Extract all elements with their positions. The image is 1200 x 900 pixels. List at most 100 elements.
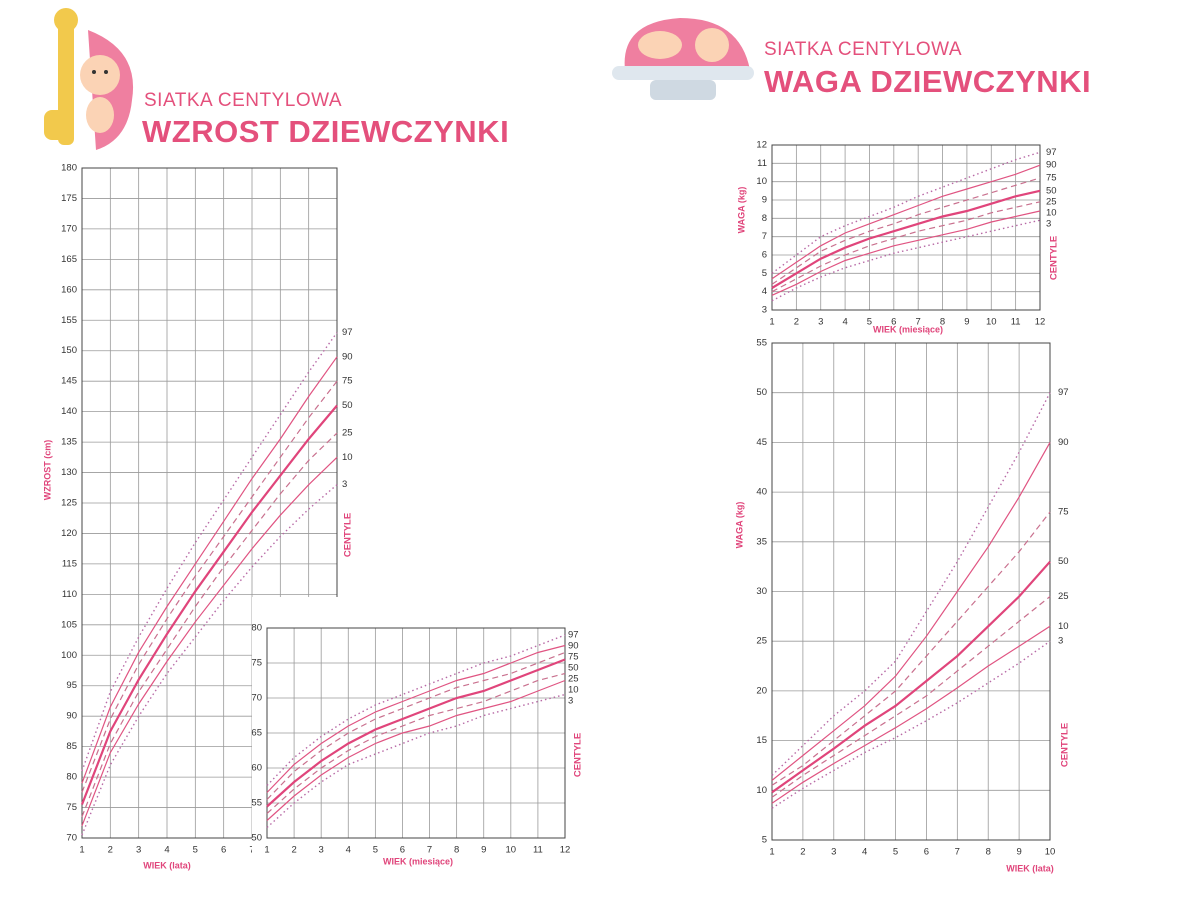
y-tick-label: 55 xyxy=(251,798,262,809)
scale-logo xyxy=(612,18,754,100)
plot-frame xyxy=(771,342,1051,841)
y-tick-label: 90 xyxy=(66,711,77,722)
y-tick-label: 135 xyxy=(61,437,77,448)
y-tick-label: 5 xyxy=(762,835,767,846)
x-tick-label: 5 xyxy=(373,845,378,856)
y-tick-label: 180 xyxy=(61,163,77,174)
centile-line xyxy=(771,210,1041,296)
y-tick-label: 80 xyxy=(66,772,77,783)
centile-line xyxy=(81,432,338,817)
legend-entry: 97 xyxy=(1058,387,1069,398)
x-axis-label: WIEK (miesiące) xyxy=(873,324,943,334)
legend-entry: 75 xyxy=(1046,173,1057,184)
legend-entry: 97 xyxy=(342,327,353,338)
x-tick-label: 6 xyxy=(400,845,405,856)
y-tick-label: 140 xyxy=(61,406,77,417)
x-tick-label: 4 xyxy=(346,845,351,856)
legend-entry: 3 xyxy=(568,696,573,707)
y-axis-label: WZROST (cm) xyxy=(42,440,52,501)
y-tick-label: 120 xyxy=(61,528,77,539)
legend-title: CENTYLE xyxy=(343,513,354,557)
y-tick-label: 15 xyxy=(756,735,767,746)
legend-entry: 10 xyxy=(1058,621,1069,632)
centile-line xyxy=(266,679,566,821)
x-tick-label: 2 xyxy=(794,317,799,328)
y-tick-label: 5 xyxy=(762,268,767,279)
plot-frame xyxy=(266,627,566,839)
y-tick-label: 9 xyxy=(762,195,767,206)
x-tick-label: 7 xyxy=(955,847,960,858)
y-tick-label: 115 xyxy=(62,558,77,569)
centile-line xyxy=(771,640,1051,809)
x-tick-label: 5 xyxy=(193,845,198,856)
x-tick-label: 6 xyxy=(891,317,896,328)
x-tick-label: 3 xyxy=(319,845,324,856)
y-tick-label: 70 xyxy=(66,833,77,844)
centile-line xyxy=(771,596,1051,798)
y-axis-label: WAGA (kg) xyxy=(734,502,744,549)
y-tick-label: 55 xyxy=(756,338,767,349)
y-tick-label: 10 xyxy=(756,785,767,796)
y-tick-label: 50 xyxy=(756,387,767,398)
x-tick-label: 10 xyxy=(986,317,997,328)
x-tick-label: 7 xyxy=(916,317,921,328)
y-tick-label: 11 xyxy=(757,158,767,169)
x-tick-label: 1 xyxy=(769,317,774,328)
legend-entry: 50 xyxy=(1046,185,1057,196)
y-axis-label: WAGA (kg) xyxy=(736,187,746,234)
legend-entry: 75 xyxy=(1058,506,1069,517)
y-tick-label: 170 xyxy=(61,223,77,234)
centile-line xyxy=(81,456,338,827)
centile-line xyxy=(771,442,1051,781)
x-axis-label: WIEK (lata) xyxy=(1006,863,1054,873)
y-tick-label: 105 xyxy=(61,619,77,630)
x-tick-label: 3 xyxy=(831,847,836,858)
y-tick-label: 12 xyxy=(756,140,767,151)
y-tick-label: 75 xyxy=(251,658,262,669)
plot-frame xyxy=(771,144,1041,311)
y-tick-label: 80 xyxy=(251,623,262,634)
giraffe-logo xyxy=(44,8,134,150)
x-tick-label: 10 xyxy=(1045,847,1056,858)
y-tick-label: 60 xyxy=(251,763,262,774)
centile-line xyxy=(771,177,1041,285)
legend-entry: 25 xyxy=(342,427,353,438)
y-tick-label: 85 xyxy=(66,741,77,752)
y-tick-label: 110 xyxy=(62,589,77,600)
y-tick-label: 145 xyxy=(61,376,77,387)
x-tick-label: 12 xyxy=(1035,317,1046,328)
inset-background xyxy=(252,597,600,875)
x-tick-label: 4 xyxy=(842,317,847,328)
x-tick-label: 3 xyxy=(136,845,141,856)
y-tick-label: 40 xyxy=(756,487,767,498)
legend-entry: 90 xyxy=(1058,437,1069,448)
y-tick-label: 75 xyxy=(66,802,77,813)
y-tick-label: 130 xyxy=(61,467,77,478)
x-tick-label: 9 xyxy=(964,317,969,328)
legend-entry: 10 xyxy=(342,452,353,463)
header-title: WZROST DZIEWCZYNKI xyxy=(142,114,509,149)
y-tick-label: 50 xyxy=(251,833,262,844)
legend-entry: 50 xyxy=(568,663,579,674)
y-tick-label: 6 xyxy=(762,250,767,261)
plot-frame xyxy=(81,167,338,839)
centile-line xyxy=(771,201,1041,293)
y-tick-label: 175 xyxy=(61,193,77,204)
x-tick-label: 5 xyxy=(893,847,898,858)
y-tick-label: 165 xyxy=(61,254,77,265)
legend-entry: 25 xyxy=(1046,196,1057,207)
y-tick-label: 65 xyxy=(251,728,262,739)
centile-line xyxy=(81,380,338,793)
legend-entry: 10 xyxy=(568,685,579,696)
legend-title: CENTYLE xyxy=(573,733,584,777)
y-tick-label: 70 xyxy=(251,693,262,704)
y-tick-label: 160 xyxy=(61,284,77,295)
x-tick-label: 5 xyxy=(867,317,872,328)
y-tick-label: 35 xyxy=(756,536,767,547)
y-tick-label: 150 xyxy=(61,345,77,356)
x-tick-label: 2 xyxy=(800,847,805,858)
centile-line xyxy=(771,151,1041,274)
centile-line xyxy=(771,189,1041,289)
y-tick-label: 10 xyxy=(756,176,767,187)
